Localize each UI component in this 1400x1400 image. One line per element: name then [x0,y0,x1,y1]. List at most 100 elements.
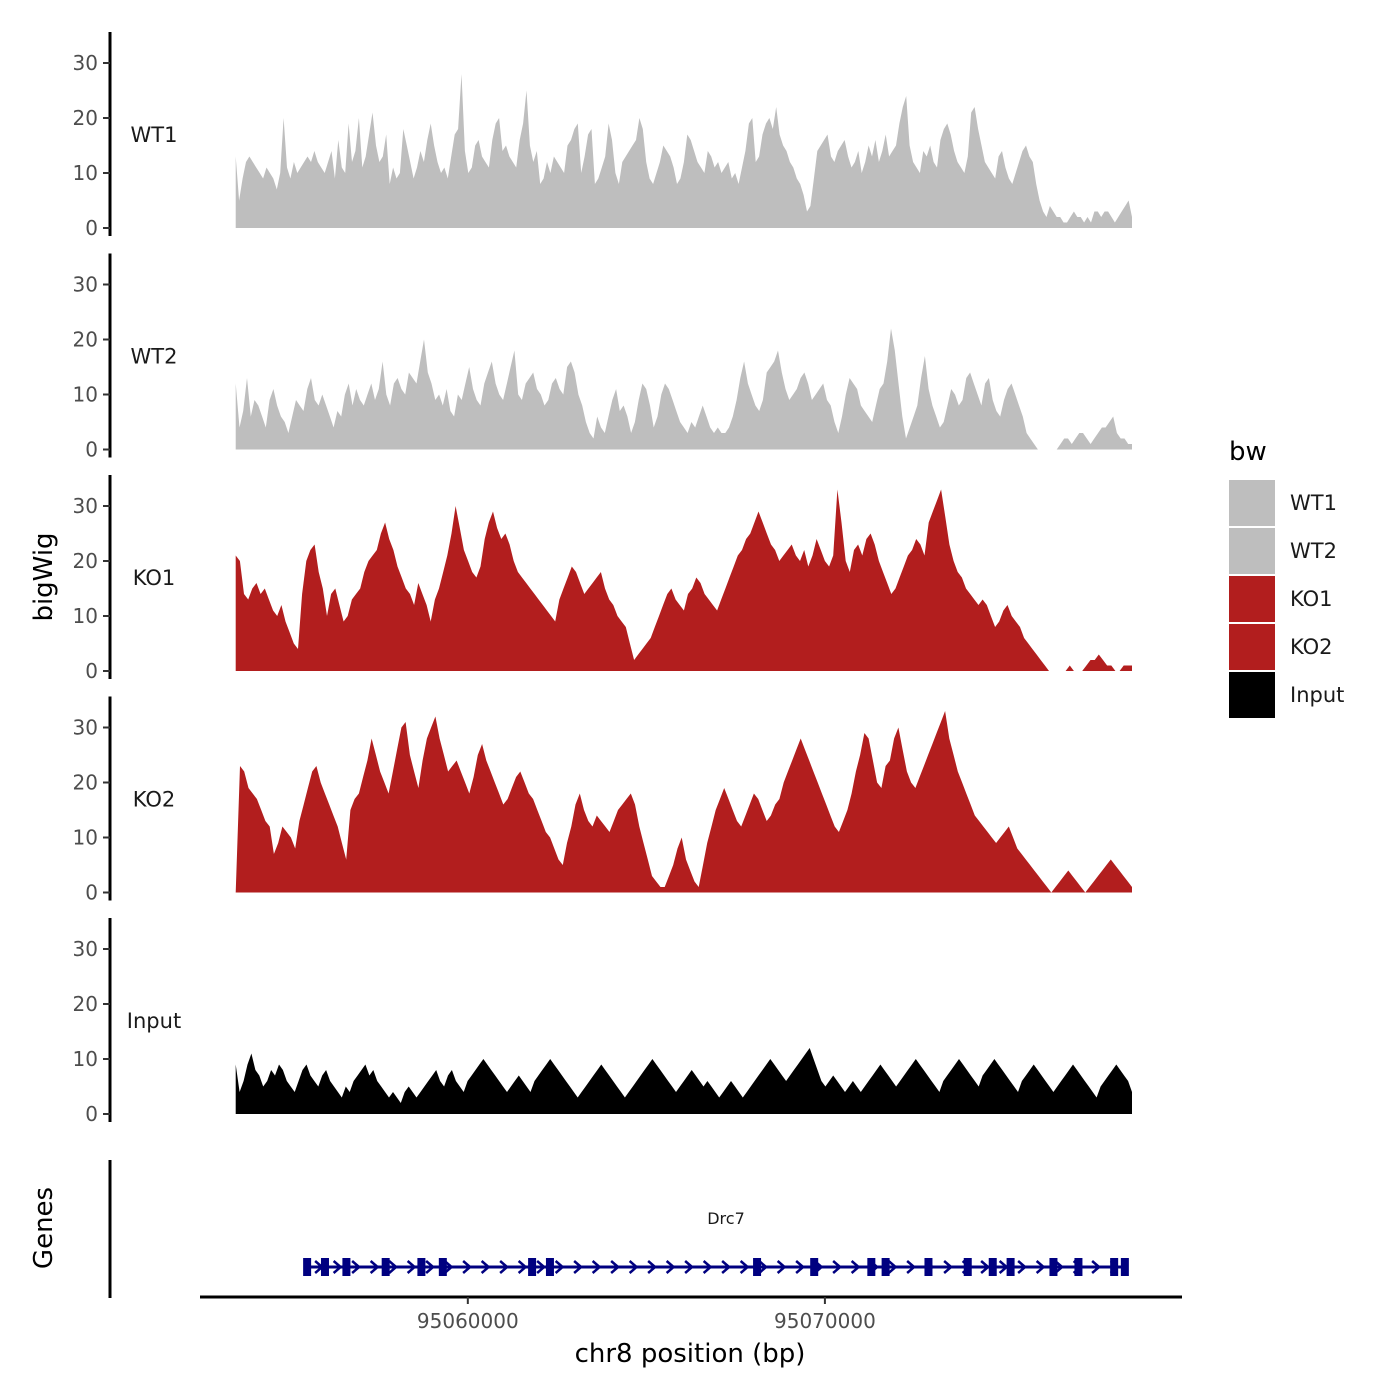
track-label: WT2 [131,345,178,369]
gene-exon [1006,1258,1015,1276]
y-tick-label: 30 [73,494,98,518]
track-ko2: 0 10 20 30 KO2 [73,696,1132,905]
y-tick-label: 20 [73,328,98,352]
track-wt2: 0 10 20 30 WT2 [73,253,1132,462]
x-tick-label: 95060000 [417,1309,519,1333]
legend-label-ko1: KO1 [1290,587,1333,611]
gene-exon [417,1258,426,1276]
strand-arrow [591,1260,602,1274]
strand-arrow [1035,1260,1046,1274]
y-tick-label: 10 [73,383,98,407]
strand-arrow [980,1260,991,1274]
legend-label-wt2: WT2 [1290,539,1337,563]
strand-arrow [832,1260,843,1274]
track-label: WT1 [131,123,178,147]
strand-arrow [554,1260,565,1274]
strand-arrow [1054,1260,1065,1274]
strand-arrow [1091,1260,1102,1274]
gene-exon [342,1258,351,1276]
strand-arrow [610,1260,621,1274]
strand-arrow [369,1260,380,1274]
gene-exon [528,1258,537,1276]
strand-arrow [647,1260,658,1274]
strand-arrow [665,1260,676,1274]
gene-label: Drc7 [707,1209,745,1228]
y-tick-label: 0 [85,881,98,905]
legend-swatch-wt1 [1229,480,1275,526]
area-wt2 [235,328,1132,450]
strand-arrow [480,1260,491,1274]
y-tick-label: 20 [73,992,98,1016]
y-tick-label: 0 [85,216,98,240]
gene-exon [438,1258,447,1276]
strand-arrow [776,1260,787,1274]
y-tick-label: 30 [73,716,98,740]
gene-exon [753,1258,762,1276]
area-wt1 [235,74,1132,228]
area-ko2 [235,711,1132,893]
strand-arrow [721,1260,732,1274]
tracks: 0 10 20 30 WT1 0 10 20 30 WT2 0 10 20 30 KO1 0 10 20 30 KO2… [73,32,1132,1126]
genes-panel: Drc7 [108,1160,1129,1298]
area-input [235,1048,1132,1114]
y-tick-label: 0 [85,1102,98,1126]
legend-swatch-input [1229,672,1275,718]
y-axis-title: bigWig [29,532,59,621]
gene-exon [1120,1258,1129,1276]
track-label: Input [127,1009,181,1033]
gene-exon [881,1258,890,1276]
gene-exon [320,1258,329,1276]
gene-exon [810,1258,819,1276]
track-label: KO1 [133,566,176,590]
y-tick-label: 20 [73,549,98,573]
x-axis: 95060000 95070000 [200,1295,1182,1333]
strand-arrow [739,1260,750,1274]
x-tick-label: 95070000 [774,1309,876,1333]
strand-arrow [943,1260,954,1274]
track-input: 0 10 20 30 Input [73,918,1132,1126]
y-tick-label: 30 [73,273,98,297]
legend-swatch-ko1 [1229,576,1275,622]
strand-arrow [536,1260,547,1274]
gene-exon [988,1258,997,1276]
y-tick-label: 10 [73,1047,98,1071]
strand-arrow [406,1260,417,1274]
track-label: KO2 [133,788,176,812]
strand-arrow [850,1260,861,1274]
legend-title: bw [1229,437,1267,467]
strand-arrow [351,1260,362,1274]
strand-arrow [1017,1260,1028,1274]
strand-arrow [462,1260,473,1274]
y-tick-label: 10 [73,161,98,185]
y-tick-label: 0 [85,659,98,683]
strand-arrow [795,1260,806,1274]
strand-arrow [425,1260,436,1274]
strand-arrow [332,1260,343,1274]
gene-exon [1049,1258,1058,1276]
genes-axis-title: Genes [29,1187,59,1269]
strand-arrow [684,1260,695,1274]
x-axis-title: chr8 position (bp) [575,1339,806,1369]
y-tick-label: 30 [73,51,98,75]
track-wt1: 0 10 20 30 WT1 [73,32,1132,240]
strand-arrow [887,1260,898,1274]
area-ko1 [235,489,1132,671]
strand-arrow [758,1260,769,1274]
strand-arrow [443,1260,454,1274]
gene-exon [303,1258,312,1276]
gene-exon [545,1258,554,1276]
strand-arrow [628,1260,639,1274]
gene-exon [1074,1258,1083,1276]
legend-swatch-ko2 [1229,624,1275,670]
strand-arrow [499,1260,510,1274]
legend-label-input: Input [1290,683,1344,707]
strand-arrow [388,1260,399,1274]
strand-arrow [702,1260,713,1274]
y-tick-label: 30 [73,937,98,961]
y-tick-label: 0 [85,438,98,462]
strand-arrow [517,1260,528,1274]
track-ko1: 0 10 20 30 KO1 [73,475,1132,683]
y-tick-label: 10 [73,604,98,628]
legend: bw WT1 WT2 KO1 KO2 Input [1229,437,1344,718]
